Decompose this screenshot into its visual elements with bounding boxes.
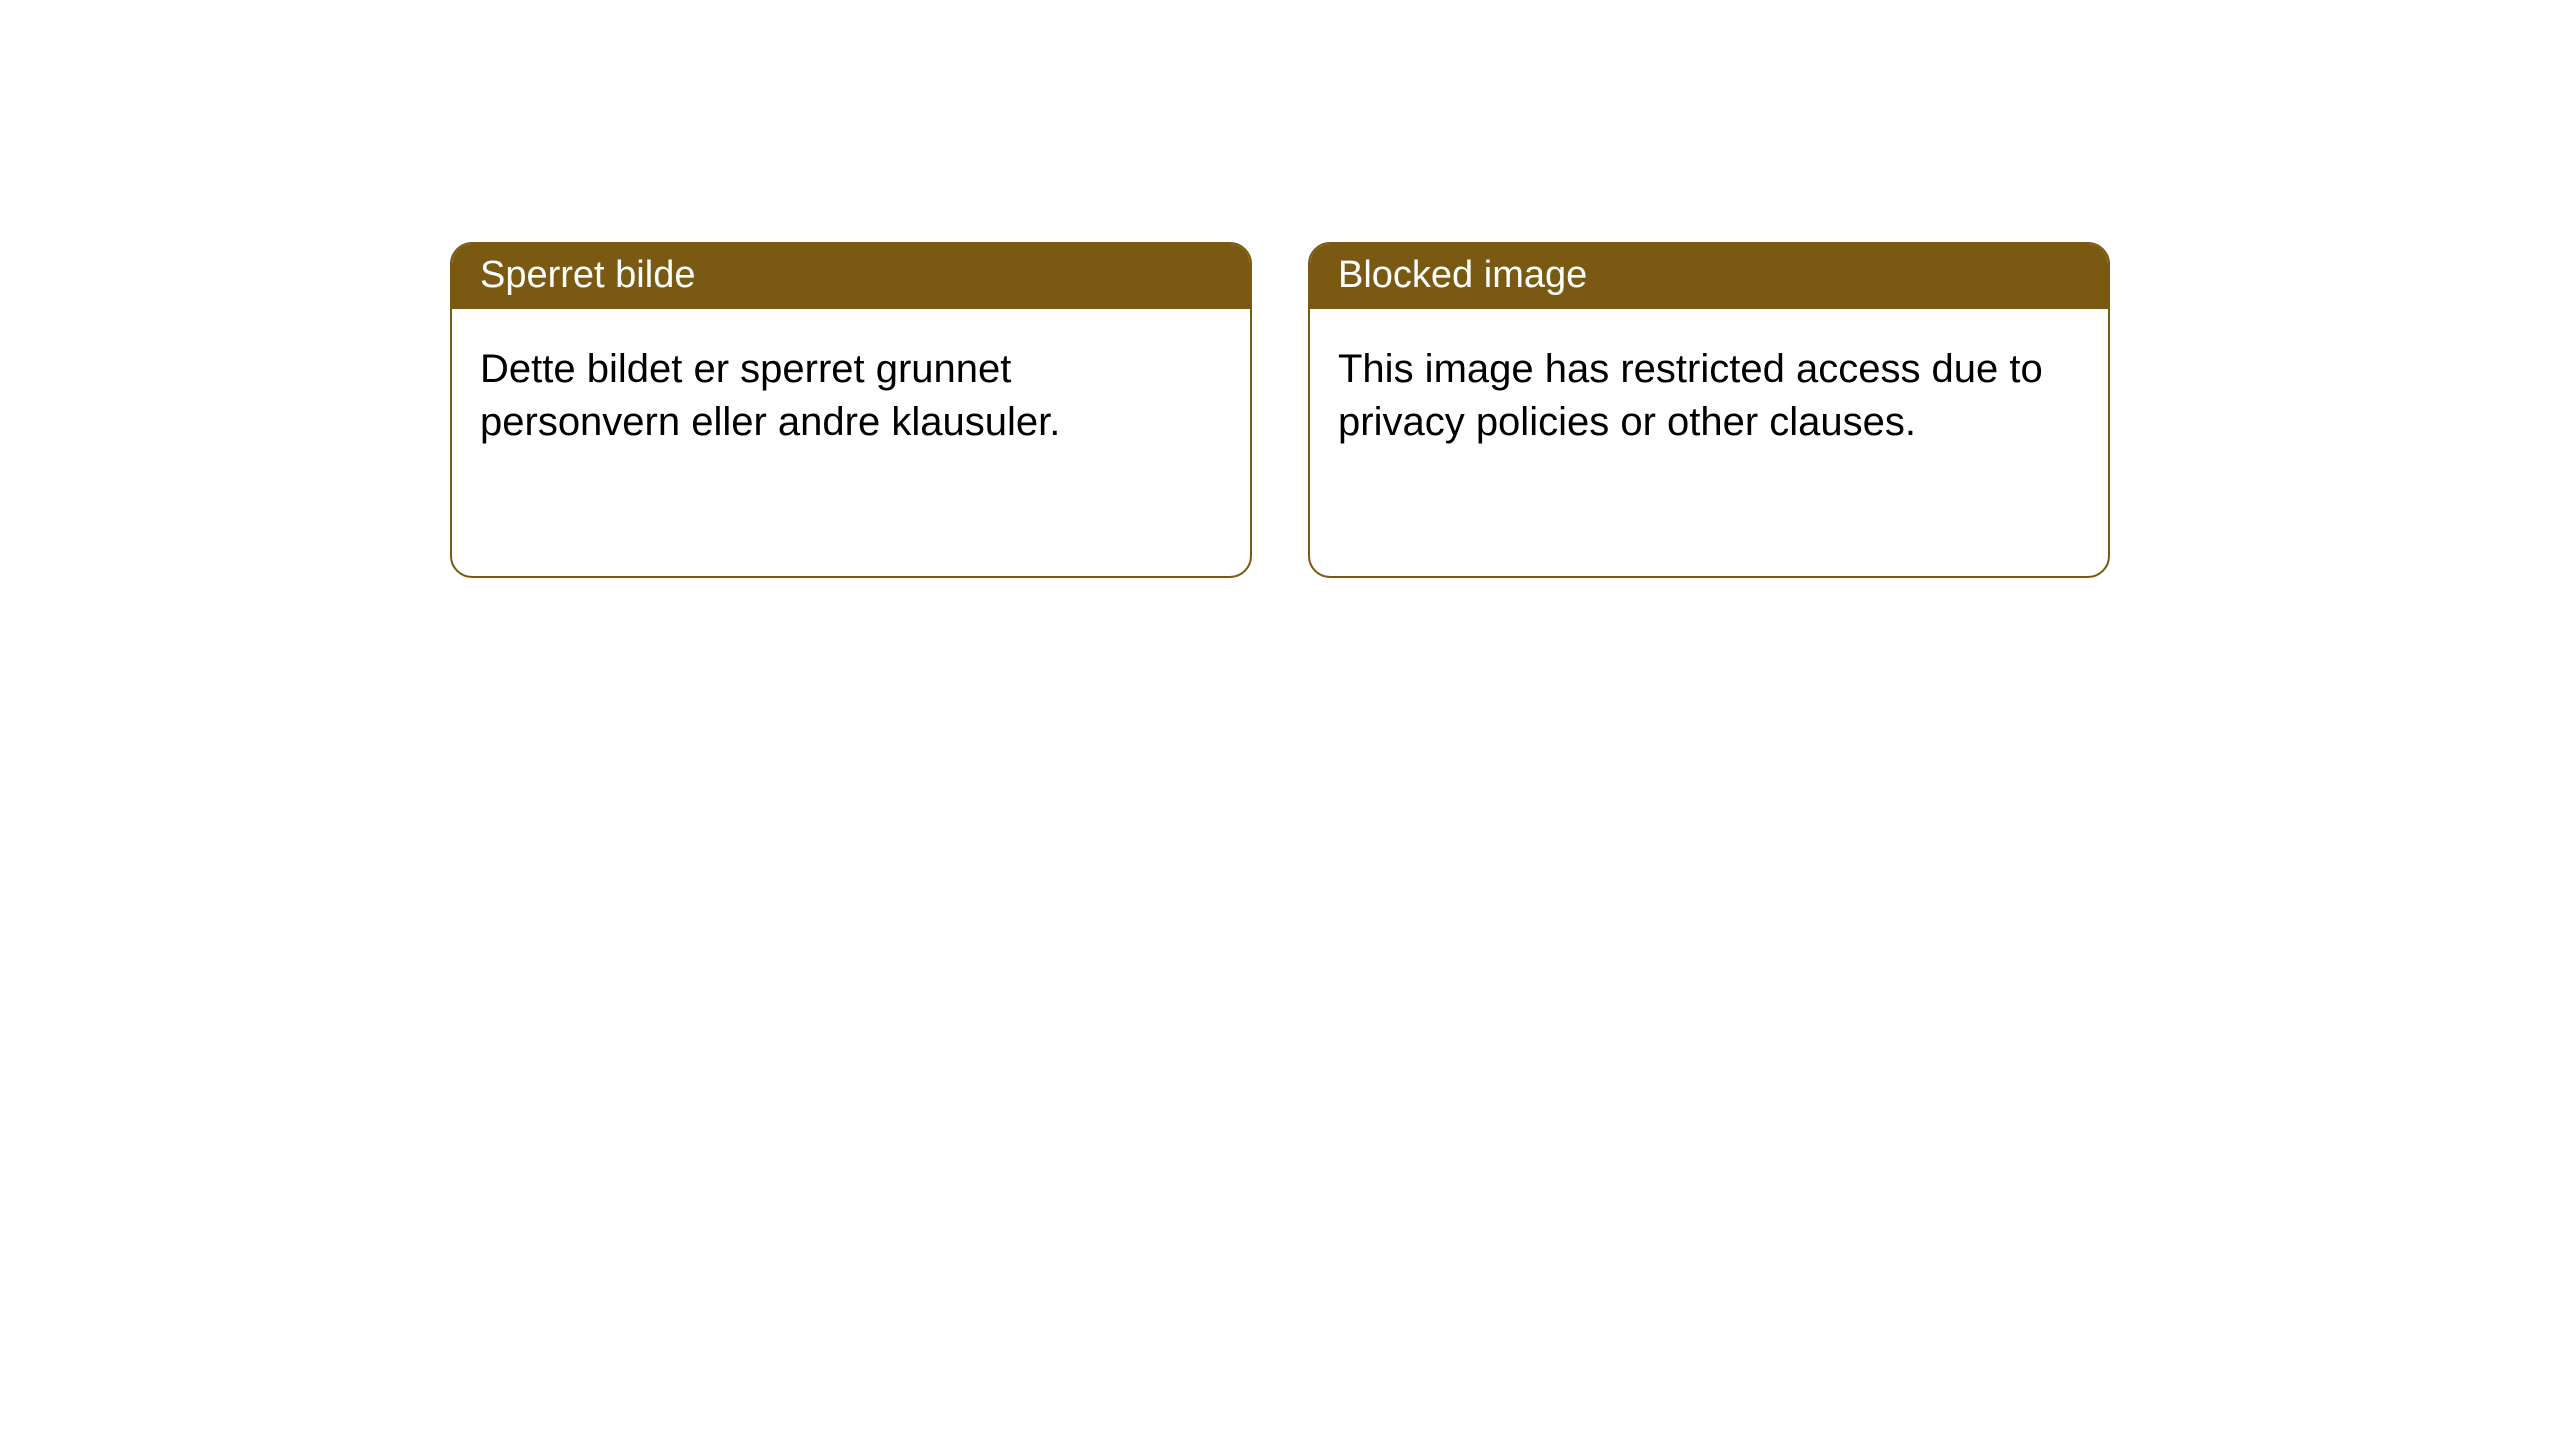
notice-card-header: Blocked image bbox=[1310, 244, 2108, 309]
notice-container: Sperret bilde Dette bildet er sperret gr… bbox=[0, 0, 2560, 578]
notice-card-body: Dette bildet er sperret grunnet personve… bbox=[452, 309, 1250, 477]
notice-card-norwegian: Sperret bilde Dette bildet er sperret gr… bbox=[450, 242, 1252, 578]
notice-card-header: Sperret bilde bbox=[452, 244, 1250, 309]
notice-card-body: This image has restricted access due to … bbox=[1310, 309, 2108, 477]
notice-card-english: Blocked image This image has restricted … bbox=[1308, 242, 2110, 578]
